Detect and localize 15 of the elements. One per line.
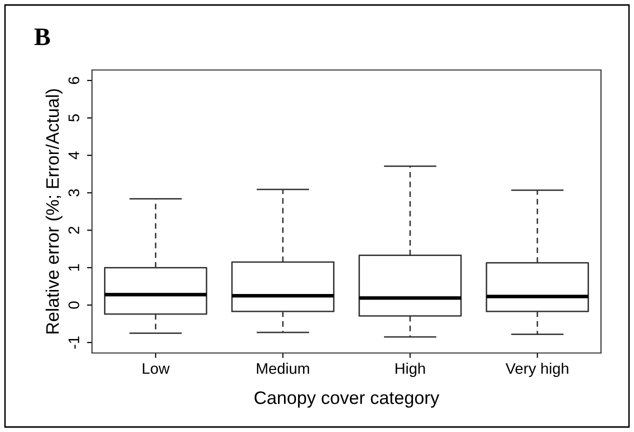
- y-axis-title: Relative error (%; Error/Actual): [46, 89, 62, 334]
- chart-title: B: [34, 28, 50, 46]
- x-tick-label: Medium: [256, 362, 310, 374]
- y-tick-label: 5: [68, 114, 80, 122]
- y-tick-label: 4: [68, 152, 80, 160]
- y-tick-label: 1: [68, 264, 80, 271]
- y-tick-label: 3: [68, 189, 80, 196]
- y-tick-label: 2: [68, 226, 80, 234]
- y-tick-label: -1: [68, 336, 80, 349]
- y-tick-label: 0: [68, 301, 80, 309]
- x-tick-label: Very high: [506, 362, 568, 377]
- y-tick-label: 6: [68, 76, 80, 84]
- x-tick-label: High: [396, 362, 425, 377]
- x-tick-label: Low: [142, 363, 170, 374]
- x-axis-title: Canopy cover category: [254, 391, 440, 408]
